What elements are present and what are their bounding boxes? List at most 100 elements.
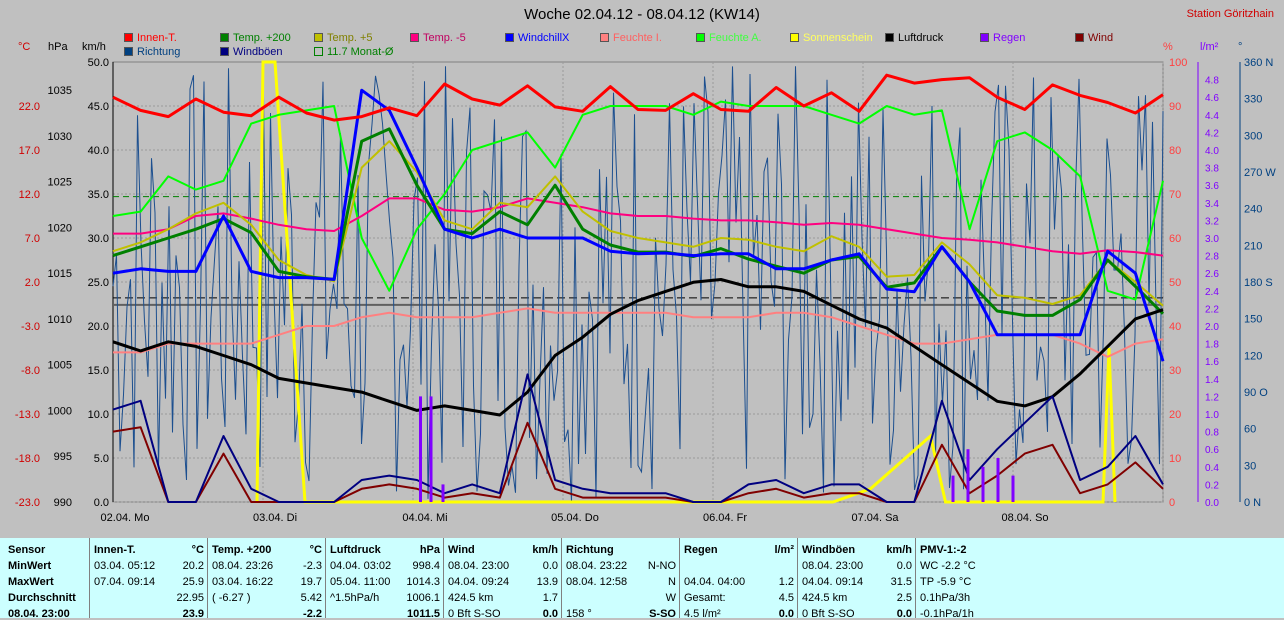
cell-value: 2.5 bbox=[896, 592, 912, 604]
cell-value: 5.42 bbox=[300, 592, 322, 604]
direction-tick: 30 bbox=[1244, 460, 1256, 472]
column-separator bbox=[797, 538, 798, 618]
unit-wind: km/h bbox=[82, 41, 106, 53]
rain-tick: 3.6 bbox=[1205, 181, 1219, 192]
series-luftdruck bbox=[112, 278, 1164, 417]
column-unit: °C bbox=[309, 544, 322, 556]
legend-item: Feuchte A. bbox=[696, 32, 762, 44]
humidity-tick: 30 bbox=[1169, 365, 1181, 377]
direction-tick: 60 bbox=[1244, 424, 1256, 436]
sensor-row-label: MinWert bbox=[8, 560, 52, 572]
rain-tick: 1.0 bbox=[1205, 410, 1219, 421]
rain-tick: 1.2 bbox=[1205, 392, 1219, 403]
legend-item: Temp. +5 bbox=[314, 32, 373, 44]
cell-value: 1011.5 bbox=[406, 608, 440, 620]
cell-date: 04.04. 03:02 bbox=[330, 560, 392, 572]
humidity-tick: 40 bbox=[1169, 321, 1181, 333]
unit-hum: % bbox=[1163, 41, 1173, 53]
pressure-tick: 1025 bbox=[48, 177, 72, 189]
direction-tick: 240 bbox=[1244, 204, 1262, 216]
unit-rain: l/m² bbox=[1200, 41, 1219, 53]
wind-tick: 40.0 bbox=[88, 145, 109, 157]
cell-date: 08.04. 23:00 bbox=[448, 560, 510, 572]
legend-item: Luftdruck bbox=[885, 32, 943, 44]
rain-tick: 3.8 bbox=[1205, 164, 1219, 175]
temp-tick: 12.0 bbox=[19, 189, 40, 201]
legend-label: Temp. +5 bbox=[327, 32, 373, 44]
cell-value: -2.2 bbox=[303, 608, 322, 620]
rain-bar bbox=[1011, 475, 1015, 502]
temp-tick: -3.0 bbox=[21, 321, 40, 333]
pressure-tick: 1035 bbox=[48, 85, 72, 97]
wind-tick: 25.0 bbox=[88, 277, 109, 289]
cell-date: 424.5 km bbox=[802, 592, 848, 604]
legend-swatch bbox=[505, 33, 514, 42]
column-header: Wind bbox=[448, 544, 475, 556]
weather-chart: 22.0 17.0 12.0 7.0 2.0 -3.0 -8.0 -13.0 -18.0 -23.… bbox=[15, 57, 1276, 524]
direction-tick: 150 bbox=[1244, 314, 1262, 326]
legend-item: Richtung bbox=[124, 46, 180, 58]
column-separator bbox=[207, 538, 208, 618]
pressure-tick: 1020 bbox=[48, 222, 72, 234]
cell-value: 0.0 bbox=[778, 608, 794, 620]
legend-swatch bbox=[124, 33, 133, 42]
cell-date: Gesamt: bbox=[684, 592, 726, 604]
column-header: Luftdruck bbox=[330, 544, 381, 556]
column-separator bbox=[325, 538, 326, 618]
direction-tick: 210 bbox=[1244, 240, 1262, 252]
column-header: PMV-1:-2 bbox=[920, 544, 967, 556]
legend-item: WindchillX bbox=[505, 32, 569, 44]
sensor-row-label: Durchschnitt bbox=[8, 592, 76, 604]
rain-tick: 4.8 bbox=[1205, 76, 1219, 87]
series-feuchte-a- bbox=[112, 100, 1164, 301]
cell-value: N bbox=[668, 576, 676, 588]
series-temp-200 bbox=[112, 127, 1165, 317]
column-header: Richtung bbox=[566, 544, 614, 556]
sensor-row-label: MaxWert bbox=[8, 576, 54, 588]
legend-item: Sonnenschein bbox=[790, 32, 873, 44]
rain-bar bbox=[429, 396, 433, 502]
pressure-tick: 995 bbox=[54, 451, 72, 463]
cell-value: 0.0 bbox=[542, 560, 558, 572]
cell-date: 04.04. 04:00 bbox=[684, 576, 746, 588]
cell-value: N-NO bbox=[647, 560, 676, 572]
cell-value: W bbox=[665, 592, 676, 604]
column-unit: l/m² bbox=[774, 544, 794, 556]
unit-temp: °C bbox=[18, 41, 31, 53]
rain-bar bbox=[441, 484, 445, 502]
rain-tick: 1.4 bbox=[1205, 375, 1219, 386]
cell-date: WC -2.2 °C bbox=[920, 560, 976, 572]
cell-date: 07.04. 09:14 bbox=[94, 576, 156, 588]
cell-value: 0.0 bbox=[896, 560, 912, 572]
cell-value: 4.5 bbox=[778, 592, 794, 604]
rain-bar bbox=[966, 449, 970, 502]
column-separator bbox=[915, 538, 916, 618]
cell-date: ^1.5hPa/h bbox=[330, 592, 380, 604]
wind-tick: 5.0 bbox=[94, 453, 109, 465]
humidity-tick: 20 bbox=[1169, 409, 1181, 421]
pressure-tick: 1000 bbox=[48, 405, 72, 417]
column-unit: km/h bbox=[886, 544, 912, 556]
legend-label: Regen bbox=[993, 32, 1026, 44]
legend-item: Windböen bbox=[220, 46, 283, 58]
column-separator bbox=[561, 538, 562, 618]
humidity-tick: 80 bbox=[1169, 145, 1181, 157]
legend-swatch bbox=[410, 33, 419, 42]
series-temp-5 bbox=[113, 197, 1164, 257]
cell-date: 08.04. 23:22 bbox=[566, 560, 628, 572]
cell-value: 1.7 bbox=[542, 592, 558, 604]
wind-tick: 10.0 bbox=[88, 409, 109, 421]
legend-swatch bbox=[790, 33, 799, 42]
legend-swatch bbox=[1075, 33, 1084, 42]
column-unit: °C bbox=[191, 544, 204, 556]
legend-swatch bbox=[220, 33, 229, 42]
cell-value: 23.9 bbox=[182, 608, 204, 620]
legend-item: Temp. +200 bbox=[220, 32, 291, 44]
legend-swatch bbox=[696, 33, 705, 42]
cell-date: 08.04. 23:00 bbox=[802, 560, 864, 572]
column-unit: hPa bbox=[419, 544, 440, 556]
legend-swatch bbox=[314, 47, 323, 56]
humidity-tick: 70 bbox=[1169, 189, 1181, 201]
cell-date: 04.04. 09:14 bbox=[802, 576, 864, 588]
rain-tick: 0.4 bbox=[1205, 463, 1219, 474]
